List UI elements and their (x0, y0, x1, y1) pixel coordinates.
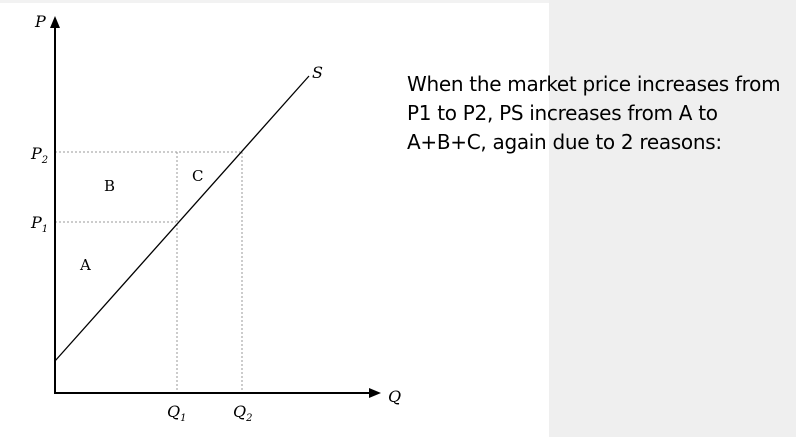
quantity-label-q1: Q1 (167, 402, 187, 424)
top-strip (0, 0, 549, 3)
y-axis-arrowhead (50, 16, 60, 28)
price-label-p2: P2 (30, 144, 48, 166)
price-label-p1: P1 (30, 213, 48, 235)
supply-curve (54, 75, 310, 362)
right-panel (549, 0, 796, 437)
supply-diagram: P Q S P2 P1 Q1 Q2 A B C (30, 12, 401, 424)
region-label-b: B (104, 177, 115, 195)
supply-label: S (312, 63, 323, 82)
axis-x-label: Q (388, 387, 401, 406)
axis-y-label: P (34, 12, 46, 31)
x-axis-arrowhead (369, 388, 381, 398)
region-label-a: A (79, 256, 91, 274)
region-label-c: C (192, 167, 203, 185)
description-text: When the market price increases from P1 … (407, 72, 781, 154)
quantity-label-q2: Q2 (233, 402, 253, 424)
